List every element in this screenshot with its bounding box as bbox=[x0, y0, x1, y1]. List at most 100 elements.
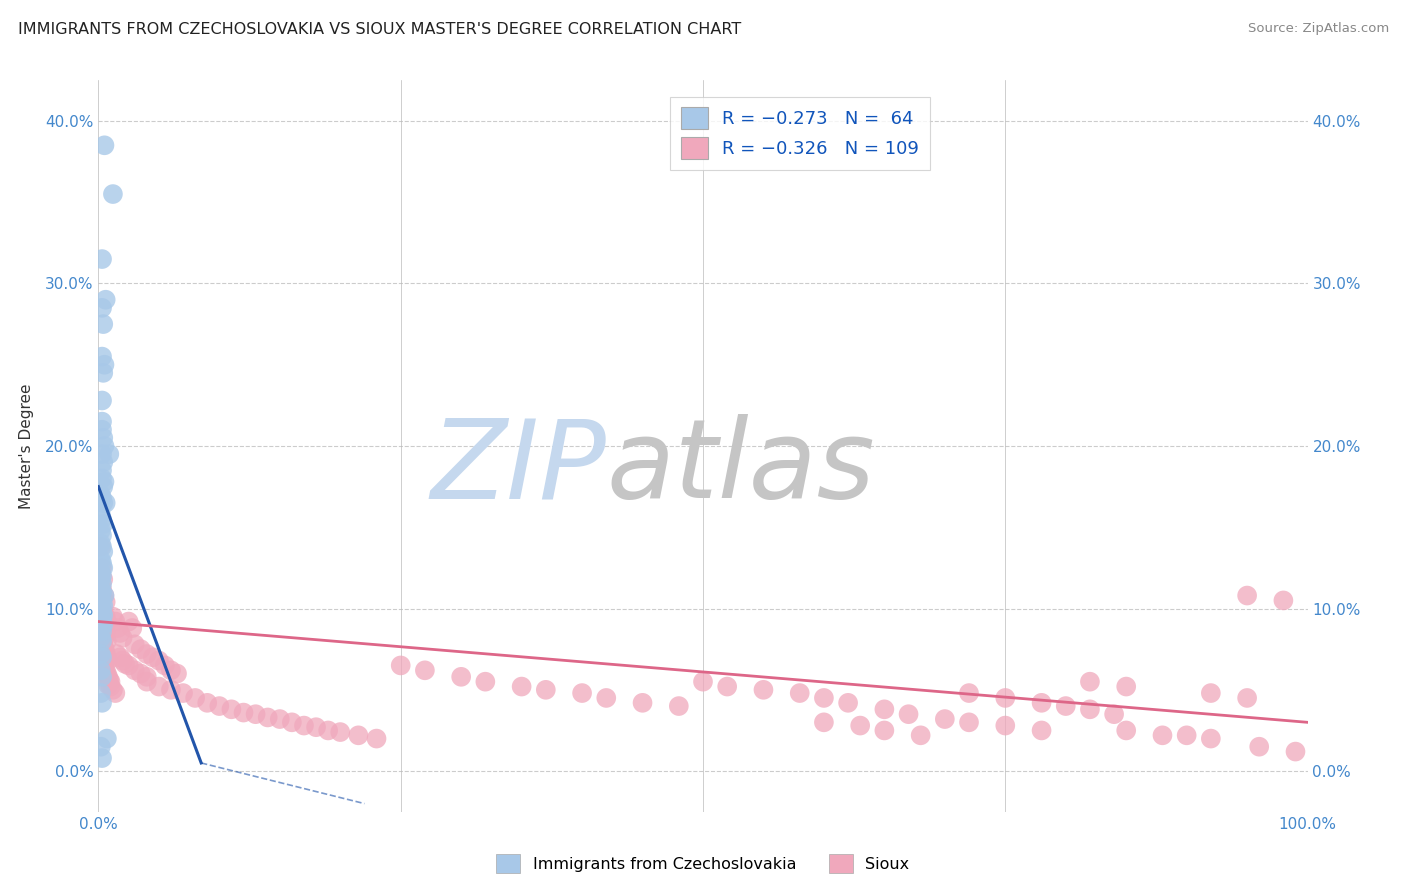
Point bbox=[121, 621, 143, 635]
Point bbox=[118, 658, 141, 673]
Point bbox=[245, 707, 267, 722]
Point bbox=[93, 475, 115, 489]
Point bbox=[124, 663, 146, 677]
Point bbox=[91, 366, 114, 380]
Point bbox=[90, 591, 112, 606]
Point bbox=[129, 666, 152, 681]
Point bbox=[91, 637, 114, 651]
Point bbox=[668, 699, 690, 714]
Point bbox=[957, 686, 980, 700]
Point bbox=[269, 712, 291, 726]
Point bbox=[1054, 699, 1077, 714]
Point bbox=[96, 650, 118, 665]
Point bbox=[195, 696, 218, 710]
Point bbox=[160, 663, 183, 677]
Point bbox=[94, 609, 117, 624]
Point bbox=[91, 471, 114, 485]
Point bbox=[91, 608, 114, 623]
Point bbox=[91, 496, 114, 510]
Point bbox=[166, 666, 188, 681]
Point bbox=[221, 702, 243, 716]
Point bbox=[101, 682, 124, 697]
Point bbox=[94, 645, 117, 659]
Point bbox=[96, 666, 118, 681]
Point bbox=[91, 585, 114, 599]
Point bbox=[91, 447, 114, 461]
Point bbox=[1031, 723, 1053, 738]
Point bbox=[142, 650, 165, 665]
Point bbox=[100, 680, 122, 694]
Point bbox=[1236, 690, 1258, 705]
Point bbox=[111, 654, 134, 668]
Point bbox=[93, 589, 115, 603]
Point bbox=[91, 561, 114, 575]
Point bbox=[91, 572, 114, 586]
Point bbox=[91, 415, 114, 429]
Point bbox=[1031, 696, 1053, 710]
Point bbox=[98, 447, 121, 461]
Point bbox=[994, 718, 1017, 732]
Point bbox=[90, 524, 112, 538]
Point bbox=[534, 682, 557, 697]
Point bbox=[91, 696, 114, 710]
Point bbox=[91, 609, 114, 624]
Point bbox=[91, 544, 114, 558]
Point bbox=[208, 699, 231, 714]
Point bbox=[94, 293, 117, 307]
Point bbox=[93, 631, 115, 645]
Point bbox=[692, 674, 714, 689]
Point bbox=[752, 682, 775, 697]
Point bbox=[96, 615, 118, 629]
Point bbox=[100, 674, 122, 689]
Point bbox=[994, 690, 1017, 705]
Point bbox=[90, 572, 112, 586]
Point bbox=[90, 566, 112, 580]
Point bbox=[91, 751, 114, 765]
Text: atlas: atlas bbox=[606, 415, 875, 522]
Point bbox=[104, 686, 127, 700]
Point bbox=[281, 715, 304, 730]
Point bbox=[96, 731, 118, 746]
Point bbox=[91, 516, 114, 531]
Point bbox=[90, 663, 112, 677]
Point bbox=[91, 577, 114, 591]
Point bbox=[91, 317, 114, 331]
Point bbox=[97, 654, 120, 668]
Point bbox=[1249, 739, 1271, 754]
Point bbox=[873, 702, 896, 716]
Point bbox=[389, 658, 412, 673]
Point bbox=[1199, 686, 1222, 700]
Point bbox=[91, 423, 114, 437]
Point bbox=[104, 615, 127, 629]
Point bbox=[510, 680, 533, 694]
Point bbox=[1152, 728, 1174, 742]
Point bbox=[94, 626, 117, 640]
Point bbox=[450, 670, 472, 684]
Point bbox=[111, 631, 134, 645]
Point bbox=[1078, 702, 1101, 716]
Point bbox=[91, 556, 114, 570]
Point bbox=[91, 463, 114, 477]
Point bbox=[90, 631, 112, 645]
Point bbox=[90, 553, 112, 567]
Point bbox=[93, 439, 115, 453]
Point bbox=[91, 540, 114, 554]
Point bbox=[107, 621, 129, 635]
Point bbox=[105, 647, 128, 661]
Point bbox=[90, 601, 112, 615]
Point bbox=[93, 660, 115, 674]
Point bbox=[93, 621, 115, 635]
Point bbox=[97, 678, 120, 692]
Point bbox=[1078, 674, 1101, 689]
Point bbox=[1115, 723, 1137, 738]
Point bbox=[101, 609, 124, 624]
Point bbox=[91, 528, 114, 542]
Point bbox=[837, 696, 859, 710]
Point bbox=[91, 561, 114, 575]
Point bbox=[90, 536, 112, 550]
Point bbox=[135, 670, 157, 684]
Point bbox=[91, 252, 114, 266]
Point bbox=[91, 350, 114, 364]
Point bbox=[789, 686, 811, 700]
Point bbox=[91, 582, 114, 596]
